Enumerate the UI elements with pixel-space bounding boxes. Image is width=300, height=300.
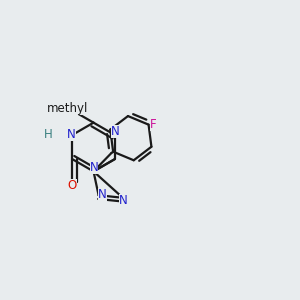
Text: O: O: [68, 179, 77, 192]
Text: N: N: [98, 188, 106, 201]
Text: F: F: [150, 118, 157, 130]
Text: N: N: [67, 128, 76, 141]
Text: H: H: [44, 128, 52, 141]
Text: N: N: [119, 194, 128, 207]
Text: N: N: [90, 161, 98, 174]
Text: N: N: [111, 125, 120, 138]
Text: methyl: methyl: [47, 103, 88, 116]
